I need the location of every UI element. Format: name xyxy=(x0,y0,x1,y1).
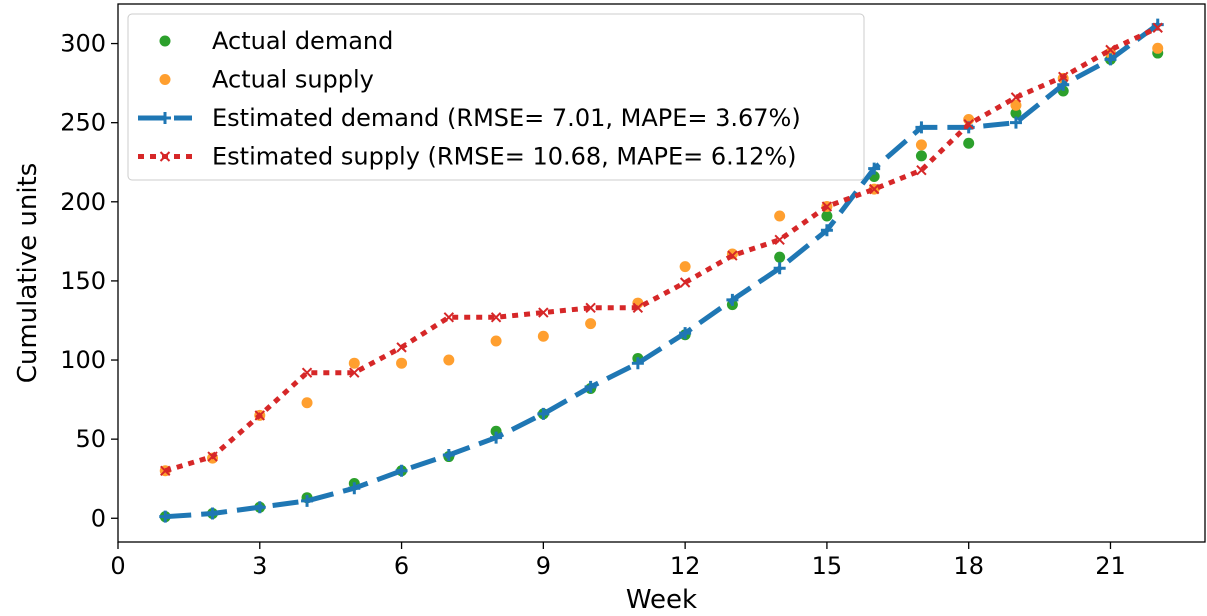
plot-frame xyxy=(117,3,1206,543)
legend-marker xyxy=(159,35,171,47)
legend-item-1: Actual demand xyxy=(159,27,393,55)
x-tick-label: 12 xyxy=(670,552,701,580)
data-point xyxy=(1152,42,1164,54)
data-point xyxy=(396,357,408,369)
line-marker xyxy=(1104,53,1117,66)
x-tick-label: 15 xyxy=(812,552,843,580)
legend-marker xyxy=(159,151,171,162)
line-marker xyxy=(253,501,266,514)
x-tick-label: 6 xyxy=(394,552,409,580)
x-tick-label: 3 xyxy=(252,552,267,580)
y-tick-label: 0 xyxy=(91,504,106,532)
line-marker xyxy=(631,357,644,370)
line-marker xyxy=(632,302,644,314)
line-marker xyxy=(206,507,219,520)
line-marker xyxy=(915,121,928,134)
line-marker xyxy=(584,380,597,393)
x-tick-label: 0 xyxy=(110,552,125,580)
line-marker xyxy=(396,342,407,353)
data-point xyxy=(490,335,502,347)
y-tick-label: 300 xyxy=(60,30,106,58)
line-marker xyxy=(774,234,785,245)
line-marker xyxy=(868,162,881,175)
data-point xyxy=(963,137,975,149)
data-point xyxy=(915,139,927,151)
series-4 xyxy=(160,22,1163,477)
legend-label: Estimated demand (RMSE= 7.01, MAPE= 3.67… xyxy=(212,104,801,132)
data-point xyxy=(585,318,597,330)
legend: Actual demand Actual supply Estimated dema… xyxy=(127,13,865,181)
axes-layer xyxy=(117,3,1206,543)
line-marker xyxy=(159,510,172,523)
line-marker xyxy=(916,164,927,176)
line-marker xyxy=(490,431,503,444)
legend-item-3: Estimated demand (RMSE= 7.01, MAPE= 3.67… xyxy=(138,104,801,132)
line-marker xyxy=(1010,92,1022,103)
line-marker xyxy=(820,224,833,237)
line-marker xyxy=(254,410,265,421)
line-marker xyxy=(1057,78,1070,91)
y-tick-label: 100 xyxy=(60,346,106,374)
line-marker xyxy=(727,250,738,261)
line-marker xyxy=(679,277,691,288)
y-tick-label: 250 xyxy=(60,109,106,137)
series-line xyxy=(165,22,1160,520)
legend-label: Actual demand xyxy=(212,27,393,55)
data-point xyxy=(443,354,455,366)
x-axis-title: Week xyxy=(626,585,697,615)
data-point xyxy=(537,330,549,342)
line-marker xyxy=(443,312,455,323)
x-tick-label: 9 xyxy=(536,552,551,580)
line-marker xyxy=(1009,116,1022,129)
x-tick-label: 21 xyxy=(1095,552,1126,580)
y-tick-label: 150 xyxy=(60,267,106,295)
line-marker xyxy=(537,407,550,420)
y-tick-label: 50 xyxy=(75,425,106,453)
data-point xyxy=(1010,107,1022,119)
legend-item-2: Actual supply xyxy=(159,66,374,94)
x-tick-label: 18 xyxy=(953,552,984,580)
data-point xyxy=(679,261,691,273)
legend-marker xyxy=(159,74,171,85)
line-marker xyxy=(773,262,786,275)
data-point xyxy=(821,210,833,222)
line-marker xyxy=(490,312,502,323)
line-marker xyxy=(963,119,974,130)
tick-layer: 0 3 6 9 12 15 18 21 0 50 100 150 200 250 300 xyxy=(60,30,1126,580)
line-marker xyxy=(1152,22,1163,33)
line-marker xyxy=(442,448,455,461)
line-marker xyxy=(301,494,314,507)
line-marker xyxy=(207,451,218,462)
line-marker xyxy=(726,293,739,306)
data-point xyxy=(774,210,786,222)
y-axis-title: Cumulative units xyxy=(13,163,43,384)
y-tick-label: 200 xyxy=(60,188,106,216)
line-marker xyxy=(301,367,313,378)
line-marker xyxy=(1105,44,1116,56)
line-marker xyxy=(1058,71,1069,82)
data-point xyxy=(348,357,360,369)
line-marker xyxy=(349,367,360,378)
data-point xyxy=(774,251,786,263)
legend-item-4: Estimated supply (RMSE= 10.68, MAPE= 6.1… xyxy=(138,143,797,171)
series-layer xyxy=(159,18,1164,523)
line-marker xyxy=(868,183,880,195)
line-marker xyxy=(585,302,596,314)
line-marker xyxy=(679,327,692,340)
line-marker xyxy=(348,482,361,495)
data-point xyxy=(915,150,927,162)
line-marker xyxy=(160,465,171,477)
data-point xyxy=(301,397,313,409)
legend-label: Actual supply xyxy=(212,66,374,94)
data-point xyxy=(1010,99,1022,111)
legend-box xyxy=(127,13,865,181)
legend-marker xyxy=(159,112,171,124)
series-3 xyxy=(159,18,1164,523)
legend-items: Actual demand Actual supply Estimated dema… xyxy=(138,27,801,171)
legend-label: Estimated supply (RMSE= 10.68, MAPE= 6.1… xyxy=(212,143,797,171)
line-marker xyxy=(395,464,408,477)
line-marker xyxy=(821,201,833,212)
line-marker xyxy=(538,307,549,318)
